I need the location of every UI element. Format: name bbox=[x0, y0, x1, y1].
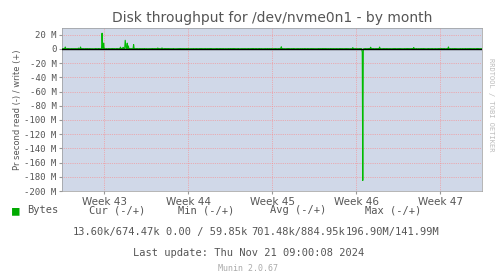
Text: 196.90M/141.99M: 196.90M/141.99M bbox=[346, 227, 439, 237]
Text: 13.60k/674.47k: 13.60k/674.47k bbox=[73, 227, 161, 237]
Text: Avg (-/+): Avg (-/+) bbox=[270, 205, 327, 215]
Text: 0.00 / 59.85k: 0.00 / 59.85k bbox=[166, 227, 247, 237]
Text: Munin 2.0.67: Munin 2.0.67 bbox=[219, 265, 278, 273]
Text: Max (-/+): Max (-/+) bbox=[364, 205, 421, 215]
Y-axis label: Pr second read (-) / write (+): Pr second read (-) / write (+) bbox=[12, 49, 21, 170]
Text: Min (-/+): Min (-/+) bbox=[178, 205, 235, 215]
Text: RRDTOOL / TOBI OETIKER: RRDTOOL / TOBI OETIKER bbox=[488, 58, 494, 151]
Text: Last update: Thu Nov 21 09:00:08 2024: Last update: Thu Nov 21 09:00:08 2024 bbox=[133, 248, 364, 258]
Text: Cur (-/+): Cur (-/+) bbox=[88, 205, 145, 215]
Text: ■: ■ bbox=[12, 204, 20, 217]
Text: 701.48k/884.95k: 701.48k/884.95k bbox=[251, 227, 345, 237]
Text: Bytes: Bytes bbox=[27, 205, 59, 215]
Title: Disk throughput for /dev/nvme0n1 - by month: Disk throughput for /dev/nvme0n1 - by mo… bbox=[112, 11, 432, 25]
